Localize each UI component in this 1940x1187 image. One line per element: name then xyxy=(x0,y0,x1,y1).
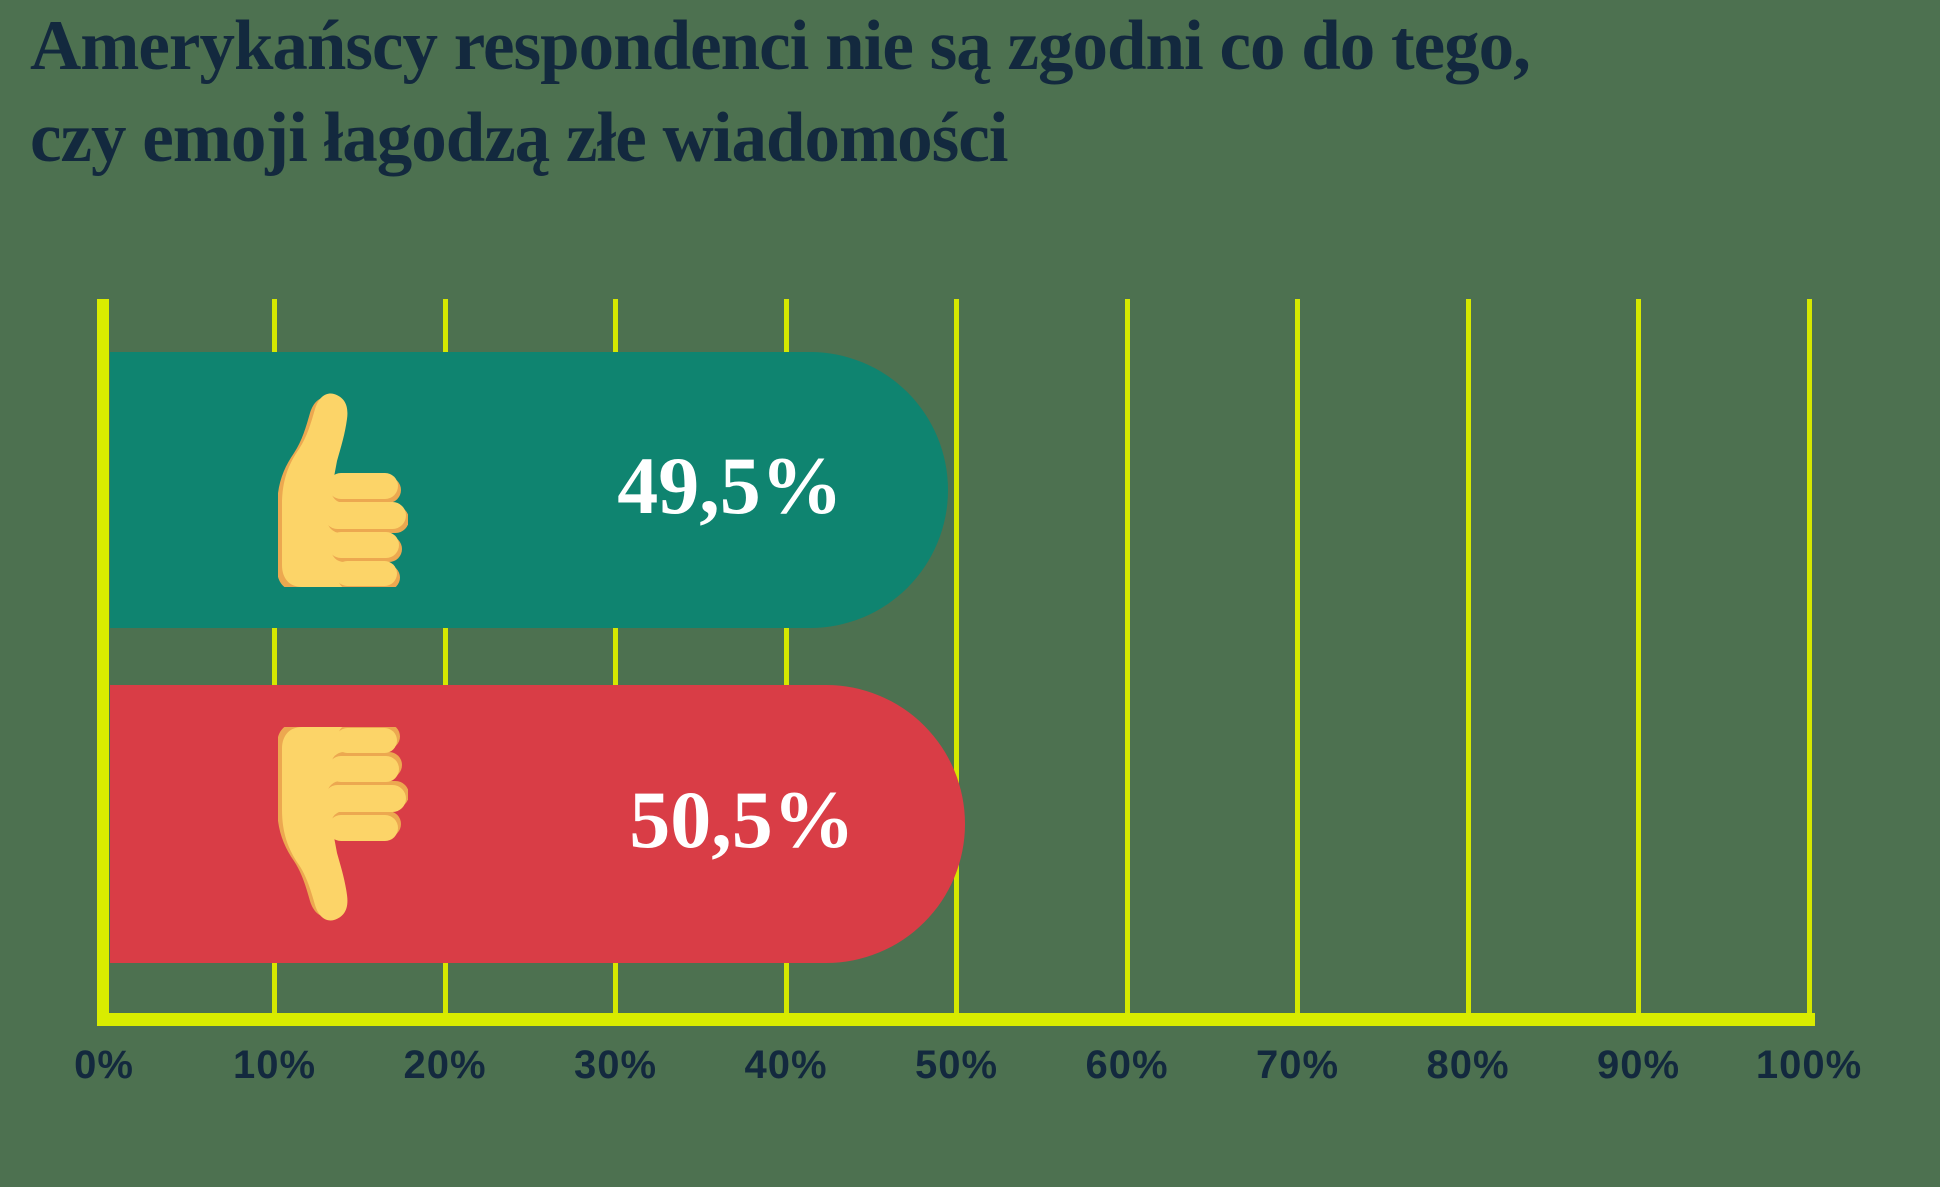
gridline-10% xyxy=(272,299,277,1013)
x-tick-label-70%: 70% xyxy=(1255,1043,1340,1087)
x-tick-label-90%: 90% xyxy=(1596,1043,1681,1087)
bar-value-label-thumbs-up: 49,5% xyxy=(617,440,843,532)
bar-value-label-thumbs-down: 50,5% xyxy=(629,774,855,866)
x-tick-label-100%: 100% xyxy=(1755,1043,1863,1087)
x-tick-label-20%: 20% xyxy=(403,1043,487,1087)
x-tick-label-0%: 0% xyxy=(74,1043,134,1087)
gridline-60% xyxy=(1124,299,1130,1013)
x-tick-label-50%: 50% xyxy=(914,1043,999,1087)
gridline-30% xyxy=(613,299,618,1013)
y-axis-line xyxy=(97,299,109,1013)
thumbs-down-icon xyxy=(278,727,408,921)
gridline-20% xyxy=(442,299,448,1013)
gridlines xyxy=(97,299,1812,1139)
gridline-80% xyxy=(1465,299,1471,1013)
x-axis-ticks: 0% 10% 20% 30% 40% 50% 60% 70% 80% 90% 100% xyxy=(74,299,1861,1139)
x-tick-label-80%: 80% xyxy=(1426,1043,1510,1087)
thumbs-up-icon xyxy=(278,393,408,587)
bar-thumbs-up: 49,5% xyxy=(110,352,948,628)
x-tick-label-10%: 10% xyxy=(232,1043,317,1087)
gridline-100% xyxy=(1806,299,1812,1013)
x-tick-label-60%: 60% xyxy=(1085,1043,1169,1087)
plot-area: 49,5% 50,5% 0% 10% 20% 30% 40% xyxy=(74,299,1861,1139)
x-axis-line xyxy=(97,1013,1815,1026)
gridline-50% xyxy=(954,299,959,1013)
gridline-90% xyxy=(1636,299,1641,1013)
x-tick-label-30%: 30% xyxy=(573,1043,658,1087)
chart-title: Amerykańscy respondenci nie są zgodni co… xyxy=(30,7,1531,177)
gridline-40% xyxy=(783,299,789,1013)
bar-thumbs-down: 50,5% xyxy=(110,685,966,963)
x-tick-label-40%: 40% xyxy=(744,1043,828,1087)
gridline-70% xyxy=(1295,299,1300,1013)
